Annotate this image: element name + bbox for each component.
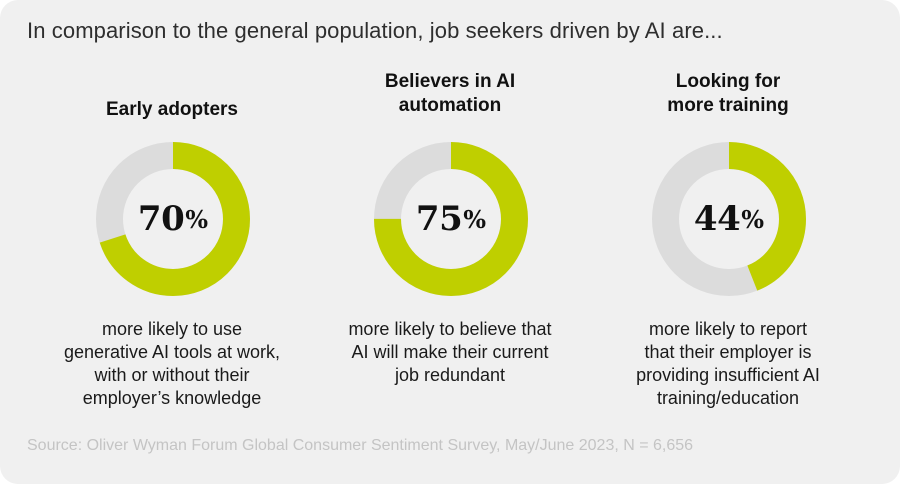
panel-title: Looking for more training bbox=[667, 71, 789, 116]
panel-description: more likely to believe that AI will make… bbox=[348, 319, 552, 385]
percent-sign: % bbox=[741, 204, 765, 234]
percentage-label: 70% bbox=[96, 142, 250, 296]
headline: In comparison to the general population,… bbox=[27, 18, 723, 43]
panel-description: more likely to report that their employe… bbox=[636, 319, 820, 408]
donut-value-arc bbox=[96, 142, 250, 296]
percentage-label: 75% bbox=[374, 142, 528, 296]
donut-chart-believers bbox=[374, 142, 528, 296]
percentage-value: 70 bbox=[137, 199, 185, 239]
donut-chart-early-adopters bbox=[96, 142, 250, 296]
donut-value-arc bbox=[652, 142, 806, 296]
panel-description: more likely to use generative AI tools a… bbox=[63, 319, 281, 408]
donut-value-arc bbox=[374, 142, 528, 296]
percent-sign: % bbox=[463, 204, 487, 234]
percentage-value: 44 bbox=[693, 199, 741, 239]
percent-sign: % bbox=[185, 204, 209, 234]
panel-title: Early adopters bbox=[106, 99, 238, 120]
donut-chart-training bbox=[652, 142, 806, 296]
percentage-label: 44% bbox=[652, 142, 806, 296]
source-note: Source: Oliver Wyman Forum Global Consum… bbox=[27, 437, 694, 454]
panel-title: Believers in AI automation bbox=[384, 71, 516, 116]
percentage-value: 75 bbox=[415, 199, 463, 239]
